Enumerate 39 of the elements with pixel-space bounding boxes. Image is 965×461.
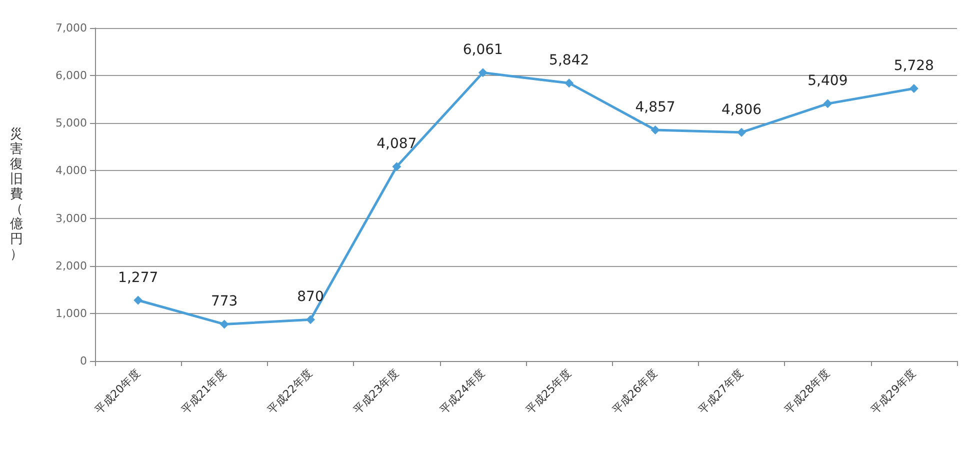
x-tick-label: 平成27年度 [696, 366, 746, 417]
x-tick-label: 平成29年度 [868, 366, 918, 417]
point [564, 78, 574, 88]
data-label: 4,806 [721, 102, 762, 118]
data-label: 4,087 [376, 136, 417, 152]
y-tick-label: 0 [80, 354, 87, 368]
y-tick-label: 4,000 [56, 164, 87, 178]
point [134, 296, 143, 305]
x-tick-label: 平成24年度 [437, 366, 488, 417]
data-label: 1,277 [118, 270, 158, 286]
point [220, 320, 229, 329]
x-tick-label: 平成25年度 [524, 366, 574, 417]
data-label: 773 [210, 294, 238, 310]
x-tick-label: 平成28年度 [782, 366, 832, 417]
data-label: 6,061 [462, 42, 503, 58]
data-label: 5,842 [549, 52, 590, 69]
y-tick-label: 2,000 [56, 259, 87, 272]
y-tick-label: 3,000 [56, 212, 87, 225]
data-label: 5,409 [808, 73, 848, 90]
y-tick-label: 7,000 [56, 22, 87, 34]
data-label: 870 [297, 289, 324, 306]
y-tick-label: 1,000 [56, 306, 87, 320]
x-tick-label: 平成21年度 [178, 366, 229, 417]
x-tick-label: 平成22年度 [264, 366, 316, 417]
data-label: 5,728 [894, 58, 934, 74]
x-tick-label: 平成23年度 [351, 366, 402, 417]
text: 災害復旧費（億円） [10, 127, 23, 262]
point [909, 84, 918, 94]
point [478, 68, 488, 78]
point [306, 315, 315, 324]
point [823, 99, 832, 108]
y-tick-label: 6,000 [56, 69, 87, 82]
point [392, 162, 402, 172]
data-label: 4,857 [635, 99, 676, 116]
point [650, 125, 660, 134]
y-tick-label: 5,000 [56, 116, 87, 130]
x-tick-label: 平成20年度 [92, 366, 143, 417]
point [737, 128, 746, 137]
x-tick-label: 平成26年度 [610, 366, 660, 417]
